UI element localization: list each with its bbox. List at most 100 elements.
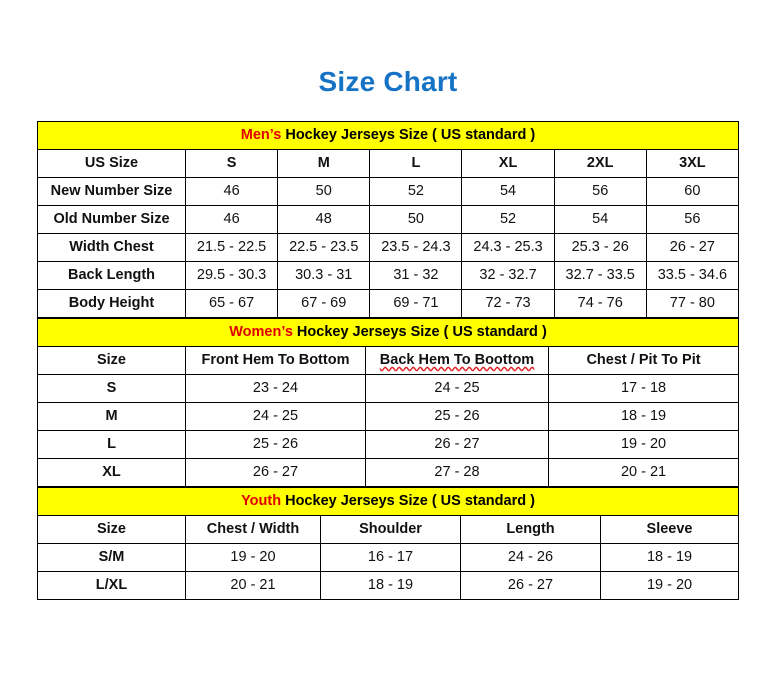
mens-cell-4-5: 77 - 80: [645, 289, 739, 318]
mens-cell-2-4: 25.3 - 26: [553, 233, 647, 262]
mens-cell-0-5: 60: [645, 177, 739, 206]
mens-cell-1-4: 54: [553, 205, 647, 234]
womens-banner-rest: Hockey Jerseys Size ( US standard ): [292, 324, 547, 340]
womens-cell-0-2: 17 - 18: [547, 374, 740, 403]
mens-cell-0-1: 50: [277, 177, 371, 206]
mens-section-banner-row: Men’s Hockey Jerseys Size ( US standard …: [37, 121, 739, 150]
womens-column-header-2: Back Hem To Boottom: [365, 346, 549, 375]
mens-column-header-0: US Size: [37, 149, 186, 178]
youth-cell-0-0: 19 - 20: [185, 543, 321, 572]
womens-column-header-2-text: Back Hem To Boottom: [379, 352, 535, 368]
womens-section-banner-row: Women’s Hockey Jerseys Size ( US standar…: [36, 318, 740, 347]
youth-column-header-0: Size: [37, 515, 186, 544]
youth-size-table: Youth Hockey Jerseys Size ( US standard …: [36, 487, 740, 600]
mens-cell-0-4: 56: [553, 177, 647, 206]
mens-cell-1-2: 50: [369, 205, 463, 234]
table-row: New Number Size 46 50 52 54 56 60: [37, 177, 739, 206]
youth-cell-1-3: 19 - 20: [599, 571, 740, 600]
womens-column-header-0: Size: [37, 346, 186, 375]
womens-cell-0-0: 23 - 24: [185, 374, 366, 403]
table-row: XL 26 - 27 27 - 28 20 - 21: [37, 458, 740, 487]
womens-cell-0-1: 24 - 25: [365, 374, 549, 403]
youth-row-label-1: L/XL: [37, 571, 186, 600]
youth-cell-0-1: 16 - 17: [320, 543, 461, 572]
youth-cell-1-2: 26 - 27: [460, 571, 601, 600]
mens-cell-0-2: 52: [369, 177, 463, 206]
womens-banner-accent: Women’s: [229, 324, 293, 340]
size-tables-container: Men’s Hockey Jerseys Size ( US standard …: [36, 121, 740, 600]
mens-banner-rest: Hockey Jerseys Size ( US standard ): [281, 127, 536, 143]
table-row: M 24 - 25 25 - 26 18 - 19: [37, 402, 740, 431]
mens-row-label-0: New Number Size: [37, 177, 186, 206]
womens-cell-1-0: 24 - 25: [185, 402, 366, 431]
womens-cell-2-2: 19 - 20: [547, 430, 740, 459]
youth-column-header-2: Shoulder: [320, 515, 461, 544]
mens-column-header-6: 3XL: [645, 149, 739, 178]
womens-section-banner: Women’s Hockey Jerseys Size ( US standar…: [36, 318, 740, 347]
womens-column-header-3: Chest / Pit To Pit: [547, 346, 740, 375]
mens-cell-4-0: 65 - 67: [184, 289, 279, 318]
mens-cell-3-5: 33.5 - 34.6: [645, 261, 739, 290]
mens-cell-3-3: 32 - 32.7: [461, 261, 555, 290]
table-row: Old Number Size 46 48 50 52 54 56: [37, 205, 739, 234]
mens-banner-accent: Men’s: [240, 127, 282, 143]
mens-cell-2-1: 22.5 - 23.5: [277, 233, 371, 262]
womens-table-body: Women’s Hockey Jerseys Size ( US standar…: [36, 318, 740, 487]
mens-cell-4-4: 74 - 76: [553, 289, 647, 318]
youth-column-header-1: Chest / Width: [185, 515, 321, 544]
table-row: Body Height 65 - 67 67 - 69 69 - 71 72 -…: [37, 289, 739, 318]
womens-size-table: Women’s Hockey Jerseys Size ( US standar…: [36, 318, 740, 487]
mens-cell-4-3: 72 - 73: [461, 289, 555, 318]
mens-cell-2-3: 24.3 - 25.3: [461, 233, 555, 262]
mens-cell-3-2: 31 - 32: [369, 261, 463, 290]
youth-section-banner: Youth Hockey Jerseys Size ( US standard …: [36, 487, 740, 516]
womens-header-row: Size Front Hem To Bottom Back Hem To Boo…: [37, 346, 740, 375]
womens-cell-1-2: 18 - 19: [547, 402, 740, 431]
mens-section-banner: Men’s Hockey Jerseys Size ( US standard …: [37, 121, 739, 150]
mens-row-label-3: Back Length: [37, 261, 186, 290]
table-row: L 25 - 26 26 - 27 19 - 20: [37, 430, 740, 459]
mens-row-label-4: Body Height: [37, 289, 186, 318]
womens-row-label-1: M: [37, 402, 186, 431]
mens-cell-3-1: 30.3 - 31: [277, 261, 371, 290]
mens-size-table: Men’s Hockey Jerseys Size ( US standard …: [37, 121, 739, 318]
mens-cell-1-3: 52: [461, 205, 555, 234]
mens-cell-2-5: 26 - 27: [645, 233, 739, 262]
mens-column-header-2: M: [277, 149, 371, 178]
womens-cell-2-0: 25 - 26: [185, 430, 366, 459]
youth-header-row: Size Chest / Width Shoulder Length Sleev…: [37, 515, 740, 544]
mens-cell-0-3: 54: [461, 177, 555, 206]
mens-cell-2-0: 21.5 - 22.5: [184, 233, 279, 262]
table-row: S 23 - 24 24 - 25 17 - 18: [37, 374, 740, 403]
mens-cell-2-2: 23.5 - 24.3: [369, 233, 463, 262]
table-row: S/M 19 - 20 16 - 17 24 - 26 18 - 19: [37, 543, 740, 572]
youth-banner-accent: Youth: [241, 493, 282, 509]
womens-cell-3-2: 20 - 21: [547, 458, 740, 487]
womens-row-label-3: XL: [37, 458, 186, 487]
youth-row-label-0: S/M: [37, 543, 186, 572]
youth-cell-1-0: 20 - 21: [185, 571, 321, 600]
mens-cell-1-5: 56: [645, 205, 739, 234]
mens-cell-4-2: 69 - 71: [369, 289, 463, 318]
page-title: Size Chart: [318, 66, 458, 97]
mens-cell-1-0: 46: [184, 205, 279, 234]
mens-cell-4-1: 67 - 69: [277, 289, 371, 318]
womens-cell-3-1: 27 - 28: [365, 458, 549, 487]
womens-row-label-2: L: [37, 430, 186, 459]
table-row: Back Length 29.5 - 30.3 30.3 - 31 31 - 3…: [37, 261, 739, 290]
mens-cell-0-0: 46: [184, 177, 279, 206]
womens-cell-2-1: 26 - 27: [365, 430, 549, 459]
mens-row-label-1: Old Number Size: [37, 205, 186, 234]
youth-section-banner-row: Youth Hockey Jerseys Size ( US standard …: [36, 487, 740, 516]
womens-cell-1-1: 25 - 26: [365, 402, 549, 431]
womens-column-header-1: Front Hem To Bottom: [185, 346, 366, 375]
table-row: L/XL 20 - 21 18 - 19 26 - 27 19 - 20: [37, 571, 740, 600]
mens-cell-3-4: 32.7 - 33.5: [553, 261, 647, 290]
mens-header-row: US Size S M L XL 2XL 3XL: [37, 149, 739, 178]
mens-row-label-2: Width Chest: [37, 233, 186, 262]
table-row: Width Chest 21.5 - 22.5 22.5 - 23.5 23.5…: [37, 233, 739, 262]
mens-column-header-1: S: [184, 149, 279, 178]
youth-table-body: Youth Hockey Jerseys Size ( US standard …: [36, 487, 740, 600]
youth-cell-0-2: 24 - 26: [460, 543, 601, 572]
